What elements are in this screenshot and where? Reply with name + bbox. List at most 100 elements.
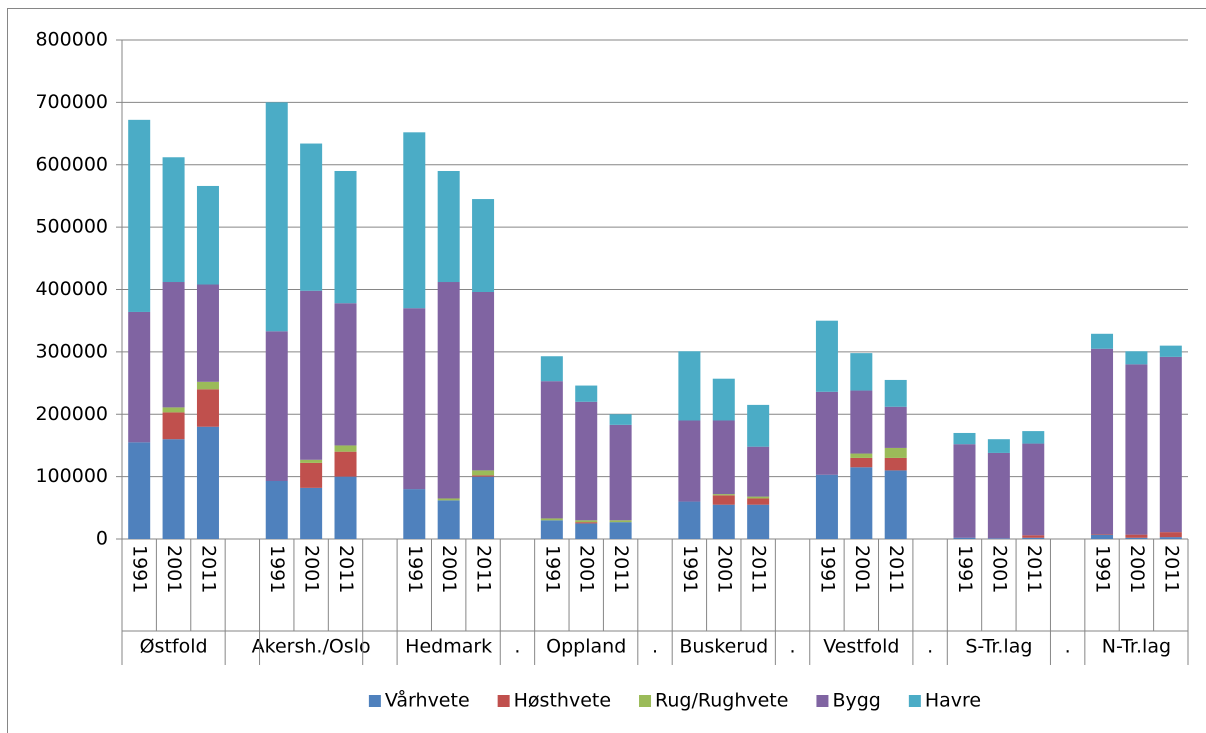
- y-tick-label: 0: [96, 528, 108, 550]
- bar-segment: [265, 331, 288, 481]
- bar-segment: [884, 379, 907, 407]
- bar-segment: [300, 290, 323, 460]
- bar-segment: [162, 157, 185, 283]
- bar-segment: [987, 538, 1010, 539]
- bar-segment: [1091, 348, 1114, 535]
- bar-segment: [196, 284, 219, 382]
- legend-swatch: [908, 695, 921, 707]
- bar-segment: [334, 445, 357, 452]
- bar-segment: [678, 501, 701, 539]
- group-label: S-Tr.lag: [965, 636, 1032, 658]
- y-tick-label: 400000: [35, 278, 108, 300]
- bar-segment: [850, 353, 873, 391]
- legend-label: Rug/Rughvete: [655, 690, 788, 712]
- bar-segment: [300, 462, 323, 488]
- bar-segment: [1022, 537, 1045, 539]
- y-tick-label: 700000: [35, 91, 108, 113]
- bar-segment: [815, 391, 838, 475]
- bar-segment: [196, 426, 219, 539]
- x-tick-label: 1991: [1092, 545, 1114, 593]
- x-tick-label: 2011: [748, 545, 770, 593]
- y-tick-label: 200000: [35, 403, 108, 425]
- bar-segment: [609, 520, 632, 523]
- bar-segment: [1125, 364, 1148, 535]
- x-tick-label: 2011: [197, 545, 219, 593]
- x-tick-label: 2001: [988, 545, 1010, 593]
- x-tick-label: 2011: [473, 545, 495, 593]
- legend-swatch: [497, 695, 510, 707]
- bar-segment: [300, 143, 323, 291]
- legend: Vårhvete Høsthvete Rug/Rughvete Bygg Havre: [368, 689, 981, 712]
- group-label: .: [1065, 636, 1071, 658]
- bar-segment: [334, 170, 357, 304]
- bar-segment: [1159, 356, 1182, 533]
- bar-segment: [953, 537, 976, 539]
- bar-segment: [128, 311, 151, 443]
- bar-segment: [437, 170, 460, 283]
- bar-segment: [575, 520, 598, 523]
- bar-segment: [987, 439, 1010, 453]
- bar-segment: [1159, 537, 1182, 539]
- legend-label: Havre: [925, 690, 981, 712]
- y-tick-label: 600000: [35, 153, 108, 175]
- legend-label: Vårhvete: [385, 689, 470, 712]
- bar-segment: [850, 453, 873, 458]
- bar-segment: [609, 424, 632, 521]
- x-tick-label: 2011: [1023, 545, 1045, 593]
- x-tick-label: 2001: [1126, 545, 1148, 593]
- bar-segment: [403, 489, 426, 539]
- bar-segment: [747, 498, 770, 505]
- bar-segment: [162, 282, 185, 408]
- legend-label: Høsthvete: [514, 690, 611, 712]
- bar-segment: [196, 381, 219, 390]
- bar-segment: [300, 459, 323, 463]
- x-tick-label: 2011: [885, 545, 907, 593]
- bar-segment: [1091, 333, 1114, 349]
- bar-segment: [162, 439, 185, 539]
- bar-segment: [850, 457, 873, 468]
- group-label: Østfold: [140, 636, 208, 658]
- group-label: .: [927, 636, 933, 658]
- bar-segment: [987, 452, 1010, 539]
- bar-segment: [540, 356, 563, 382]
- x-tick-label: 2001: [301, 545, 323, 593]
- group-label: .: [652, 636, 658, 658]
- bar-segment: [850, 390, 873, 454]
- bar-segment: [747, 404, 770, 447]
- bar-segment: [196, 185, 219, 285]
- bar-segment: [540, 520, 563, 539]
- y-tick-label: 800000: [35, 29, 108, 51]
- bar-segment: [712, 504, 735, 539]
- bar-segment: [712, 378, 735, 421]
- bar-segment: [334, 476, 357, 539]
- bar-segment: [850, 467, 873, 539]
- group-label: .: [514, 636, 520, 658]
- chart-border: [7, 8, 1206, 733]
- bar-segment: [128, 119, 151, 312]
- bar-segment: [747, 504, 770, 539]
- bar-segment: [884, 406, 907, 448]
- bar-segment: [678, 420, 701, 502]
- x-tick-label: 2011: [1160, 545, 1182, 593]
- bar-segment: [953, 444, 976, 538]
- group-label: Oppland: [546, 636, 626, 658]
- bar-segment: [265, 102, 288, 332]
- bar-segment: [678, 351, 701, 421]
- x-tick-label: 1991: [954, 545, 976, 593]
- bar-segment: [540, 381, 563, 519]
- bar-segment: [472, 470, 495, 476]
- legend-swatch: [816, 695, 829, 707]
- x-tick-label: 2001: [713, 545, 735, 593]
- group-label: .: [790, 636, 796, 658]
- bar-segment: [403, 132, 426, 309]
- bar-segment: [815, 320, 838, 392]
- bar-segment: [472, 476, 495, 539]
- bar-segment: [815, 474, 838, 539]
- bar-segment: [884, 447, 907, 458]
- bar-segment: [575, 523, 598, 539]
- group-label: Vestfold: [823, 636, 899, 658]
- bar-segment: [747, 496, 770, 499]
- legend-label: Bygg: [832, 690, 880, 712]
- y-tick-label: 300000: [35, 340, 108, 362]
